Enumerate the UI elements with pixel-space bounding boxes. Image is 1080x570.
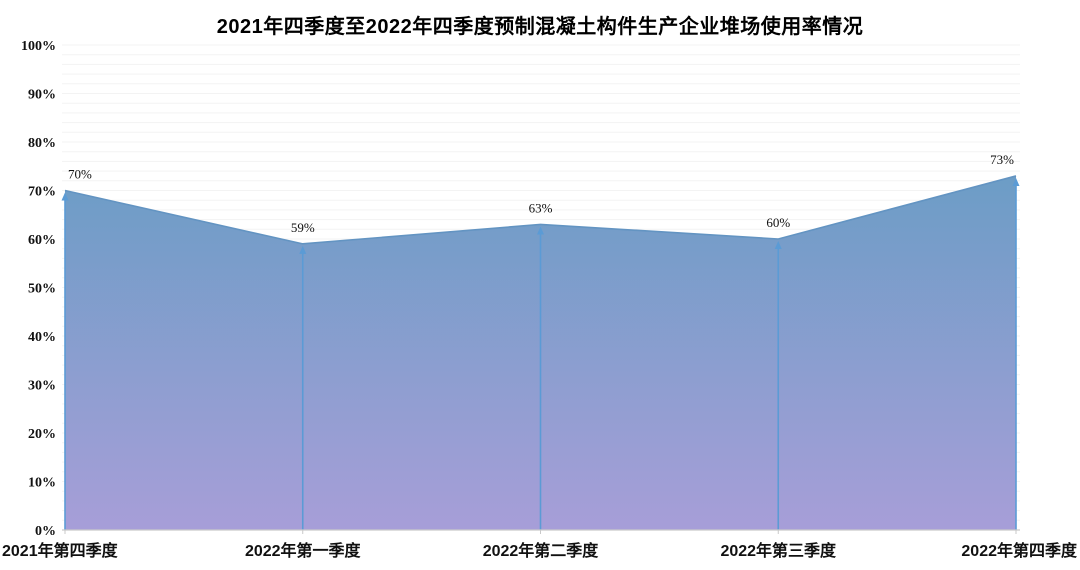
- data-label: 63%: [529, 200, 553, 215]
- x-axis-category-label: 2022年第二季度: [483, 541, 600, 560]
- y-axis-tick-label: 60%: [28, 233, 56, 248]
- y-axis-tick-label: 0%: [35, 524, 56, 539]
- y-axis-tick-label: 80%: [28, 136, 56, 151]
- drop-lines: [61, 177, 1020, 530]
- y-axis-tick-label: 100%: [21, 39, 56, 54]
- y-axis-tick-label: 70%: [28, 185, 56, 200]
- series-line: [64, 175, 1017, 245]
- x-axis-labels: 2021年第四季度 2022年第一季度 2022年第二季度 2022年第三季度 2022…: [2, 541, 1078, 560]
- y-axis-tick-label: 90%: [28, 88, 56, 103]
- x-axis-category-label: 2022年第一季度: [245, 541, 362, 560]
- y-axis-tick-label: 20%: [28, 427, 56, 442]
- y-axis-labels: 0% 10% 20% 30% 40% 50% 60% 70% 80% 90% 100%: [21, 39, 56, 539]
- drop-line-arrow-icon: [774, 241, 782, 249]
- data-labels: 70% 59% 63% 60% 73%: [68, 152, 1014, 235]
- data-label: 59%: [291, 220, 315, 235]
- drop-line-arrow-icon: [537, 226, 544, 235]
- drop-line-arrow-icon: [1012, 177, 1020, 186]
- x-axis-category-label: 2022年第三季度: [720, 541, 837, 560]
- drop-line-arrow-icon: [61, 192, 69, 201]
- data-label: 73%: [990, 152, 1014, 167]
- y-axis-tick-label: 40%: [28, 330, 56, 345]
- data-label: 60%: [766, 215, 790, 230]
- y-axis-tick-label: 50%: [28, 282, 56, 297]
- x-axis-category-label: 2022年第四季度: [961, 541, 1078, 560]
- y-axis-tick-label: 10%: [28, 476, 56, 491]
- y-axis-tick-label: 30%: [28, 379, 56, 394]
- drop-line-arrow-icon: [299, 245, 307, 254]
- x-axis-category-label: 2021年第四季度: [2, 541, 119, 560]
- x-axis-line: [62, 529, 1020, 534]
- chart-title: 2021年四季度至2022年四季度预制混凝土构件生产企业堆场使用率情况: [216, 16, 864, 38]
- data-label: 70%: [68, 167, 92, 182]
